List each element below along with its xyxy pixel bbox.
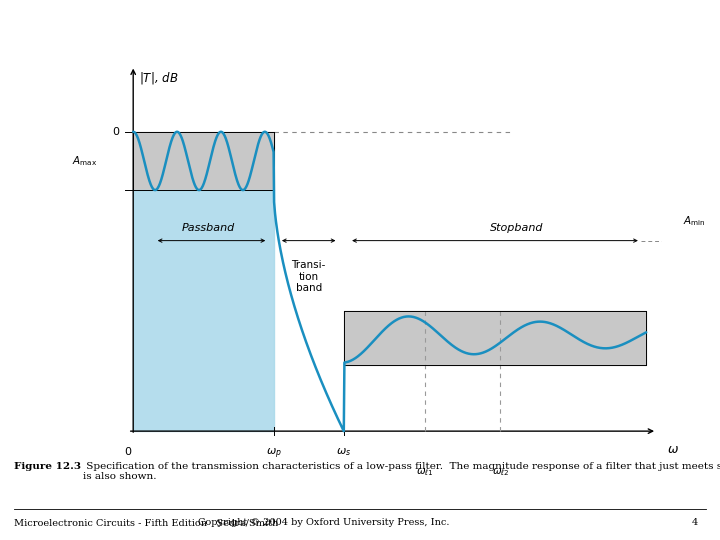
Text: $\omega_s$: $\omega_s$	[336, 447, 351, 458]
Text: Passband: Passband	[182, 223, 235, 233]
Text: Copyright © 2004 by Oxford University Press, Inc.: Copyright © 2004 by Oxford University Pr…	[198, 518, 450, 528]
Text: 0: 0	[125, 447, 131, 457]
Text: Microelectronic Circuits - Fifth Edition   Sedra/Smith: Microelectronic Circuits - Fifth Edition…	[14, 518, 279, 528]
Text: Transi-
tion
band: Transi- tion band	[292, 260, 326, 293]
Text: Stopband: Stopband	[490, 223, 544, 233]
Text: $\omega_p$: $\omega_p$	[266, 447, 282, 461]
Text: $\omega_{\ell 1}$: $\omega_{\ell 1}$	[416, 466, 433, 478]
Text: $\omega_{\ell 2}$: $\omega_{\ell 2}$	[492, 466, 509, 478]
Text: Specification of the transmission characteristics of a low-pass filter.  The mag: Specification of the transmission charac…	[83, 462, 720, 481]
Text: 4: 4	[692, 518, 698, 528]
Text: $A_{\mathrm{max}}$: $A_{\mathrm{max}}$	[72, 154, 97, 168]
Text: $A_{\mathrm{min}}$: $A_{\mathrm{min}}$	[683, 214, 706, 228]
Text: $|T|$, dB: $|T|$, dB	[138, 70, 178, 85]
Text: 0: 0	[113, 127, 120, 137]
Text: $\omega$: $\omega$	[667, 443, 679, 456]
Text: Figure 12.3: Figure 12.3	[14, 462, 81, 471]
